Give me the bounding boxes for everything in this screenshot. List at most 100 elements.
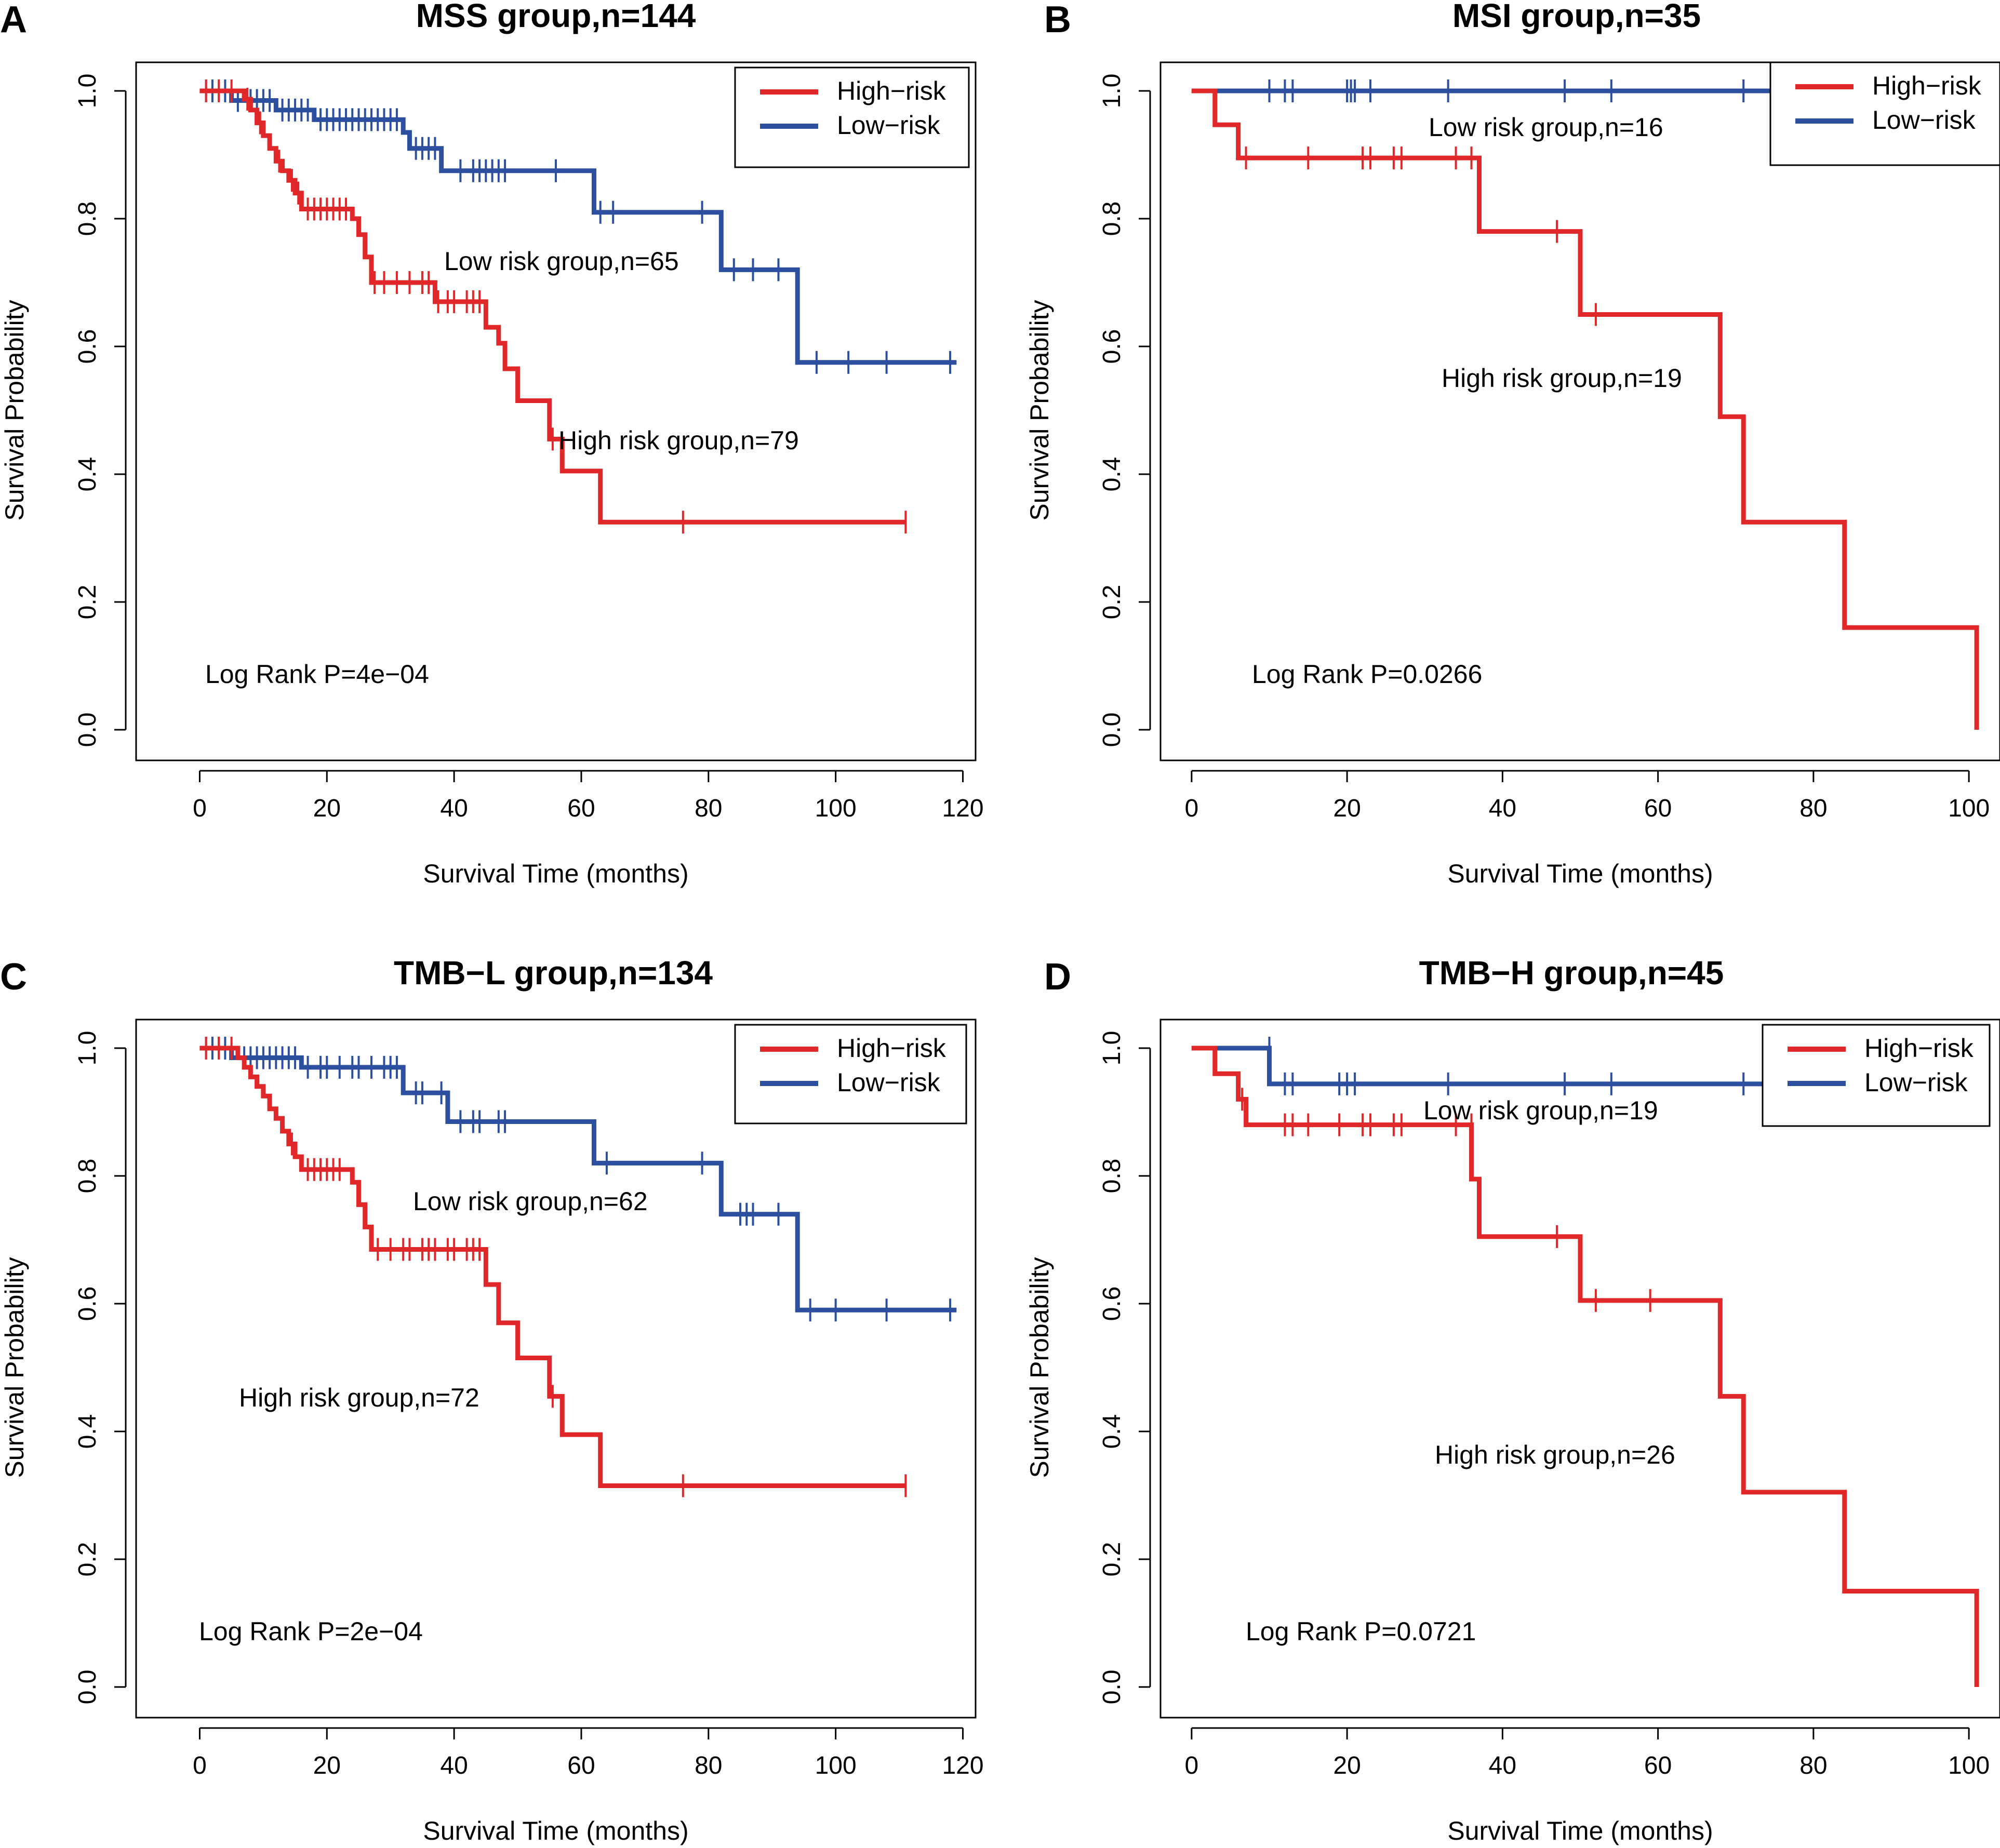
- y-tick-label: 0.4: [1098, 1414, 1126, 1449]
- x-tick-label: 80: [695, 795, 722, 822]
- x-tick-label: 80: [695, 1752, 722, 1779]
- low-risk-survival-curve: [199, 1046, 957, 1313]
- x-tick-label: 120: [942, 795, 983, 822]
- x-tick-label: 40: [440, 795, 468, 822]
- y-tick-label: 0.4: [1098, 457, 1126, 492]
- high-risk-series: [1191, 1046, 1979, 1687]
- y-tick-label: 0.8: [1098, 1159, 1126, 1194]
- log-rank-p-value: Log Rank P=0.0266: [1252, 660, 1482, 689]
- x-tick-label: 40: [440, 1752, 468, 1779]
- x-tick-label: 80: [1799, 1752, 1827, 1779]
- x-tick-label: 0: [193, 795, 207, 822]
- high-risk-survival-curve: [1191, 88, 1979, 730]
- y-tick-label: 0.8: [74, 1159, 101, 1194]
- plot-frame: [1159, 61, 2000, 761]
- y-tick-label: 0.2: [1098, 1542, 1126, 1577]
- legend-label-low-risk: Low−risk: [1872, 105, 1976, 135]
- legend-label-high-risk: High−risk: [1864, 1034, 1974, 1063]
- x-tick-label: 40: [1489, 1752, 1516, 1779]
- legend-box: [1762, 1024, 1991, 1127]
- x-tick-label: 0: [1185, 1752, 1199, 1779]
- chart-title: TMB−L group,n=134: [394, 954, 713, 992]
- low-risk-series: [1191, 79, 1868, 102]
- y-tick-label: 0.0: [74, 713, 101, 747]
- y-tick-label: 0.0: [1098, 713, 1126, 747]
- x-tick-label: 20: [1333, 1752, 1361, 1779]
- x-axis-label: Survival Time (months): [423, 1816, 688, 1845]
- high-risk-series: [199, 79, 907, 534]
- legend-box: [1769, 61, 2000, 166]
- high-risk-group-label: High risk group,n=79: [558, 426, 799, 455]
- panel-letter: B: [1044, 0, 1071, 41]
- y-tick-label: 0.0: [74, 1670, 101, 1705]
- x-tick-label: 20: [313, 1752, 341, 1779]
- x-tick-label: 100: [1948, 1752, 1990, 1779]
- y-tick-label: 0.4: [74, 1414, 101, 1449]
- legend-box: [734, 1024, 967, 1124]
- x-axis-label: Survival Time (months): [1447, 1816, 1713, 1845]
- y-axis-label: Survival Probability: [1025, 300, 1054, 520]
- low-risk-group-label: Low risk group,n=16: [1429, 113, 1663, 142]
- y-tick-label: 1.0: [1098, 74, 1126, 109]
- high-risk-survival-curve: [199, 88, 906, 525]
- low-risk-series: [199, 1037, 957, 1322]
- legend-label-high-risk: High−risk: [837, 1034, 946, 1063]
- y-tick-label: 0.6: [1098, 329, 1126, 364]
- km-panel-b: B MSI group,n=35 0 20 40 60 80 100 0.0 0.2 0.4 0.6 0…: [1025, 0, 2000, 888]
- high-risk-group-label: High risk group,n=72: [239, 1383, 479, 1412]
- panel-letter: D: [1044, 956, 1071, 998]
- x-tick-label: 20: [313, 795, 341, 822]
- x-tick-label: 100: [815, 795, 857, 822]
- x-axis-label: Survival Time (months): [423, 859, 688, 888]
- panel-letter: C: [0, 956, 27, 998]
- x-tick-label: 60: [1644, 1752, 1672, 1779]
- x-tick-label: 40: [1489, 795, 1516, 822]
- legend-label-high-risk: High−risk: [837, 76, 946, 105]
- low-risk-group-label: Low risk group,n=65: [444, 247, 679, 276]
- low-risk-group-label: Low risk group,n=19: [1423, 1096, 1658, 1125]
- plot-frame: [135, 1019, 977, 1719]
- y-tick-label: 0.2: [74, 585, 101, 620]
- legend: High−risk Low−risk: [1762, 1024, 1991, 1127]
- chart-title: MSS group,n=144: [416, 0, 696, 34]
- panel-letter: A: [0, 0, 27, 41]
- log-rank-p-value: Log Rank P=4e−04: [205, 660, 429, 689]
- high-risk-survival-curve: [1191, 1046, 1979, 1687]
- legend: High−risk Low−risk: [734, 1024, 967, 1124]
- plot-frame: [1159, 1019, 2000, 1719]
- y-tick-label: 0.6: [74, 329, 101, 364]
- legend: High−risk Low−risk: [734, 66, 970, 168]
- km-panel-d: D TMB−H group,n=45 0 20 40 60 80 100 0.0 0.2 0.4 0.…: [1025, 954, 2000, 1845]
- x-tick-label: 100: [815, 1752, 857, 1779]
- y-tick-label: 0.6: [1098, 1287, 1126, 1321]
- x-tick-label: 80: [1799, 795, 1827, 822]
- y-tick-label: 0.2: [1098, 585, 1126, 620]
- legend-box: [734, 66, 970, 168]
- y-axis-label: Survival Probability: [0, 1257, 29, 1478]
- high-risk-series: [199, 1037, 907, 1497]
- km-panel-a: A MSS group,n=144 0 20 40 60 80 100 120 0.0 0.2 0.4…: [0, 0, 984, 888]
- legend: High−risk Low−risk: [1769, 61, 2000, 166]
- y-axis-label: Survival Probability: [1025, 1257, 1054, 1478]
- legend-label-low-risk: Low−risk: [837, 111, 941, 140]
- x-tick-label: 20: [1333, 795, 1361, 822]
- high-risk-group-label: High risk group,n=19: [1442, 364, 1682, 393]
- low-risk-survival-curve: [1191, 1046, 1868, 1087]
- plot-frame: [135, 61, 977, 761]
- low-risk-series: [199, 79, 957, 374]
- x-tick-label: 60: [567, 1752, 595, 1779]
- y-axis-label: Survival Probability: [0, 300, 29, 520]
- y-tick-label: 0.2: [74, 1542, 101, 1577]
- legend-label-high-risk: High−risk: [1872, 71, 1982, 100]
- chart-title: TMB−H group,n=45: [1419, 954, 1724, 992]
- y-tick-label: 0.0: [1098, 1670, 1126, 1705]
- y-tick-label: 0.4: [74, 457, 101, 492]
- legend-label-low-risk: Low−risk: [837, 1068, 941, 1097]
- y-tick-label: 0.8: [1098, 202, 1126, 236]
- y-tick-label: 1.0: [74, 1031, 101, 1066]
- x-tick-label: 120: [942, 1752, 983, 1779]
- x-axis-label: Survival Time (months): [1447, 859, 1713, 888]
